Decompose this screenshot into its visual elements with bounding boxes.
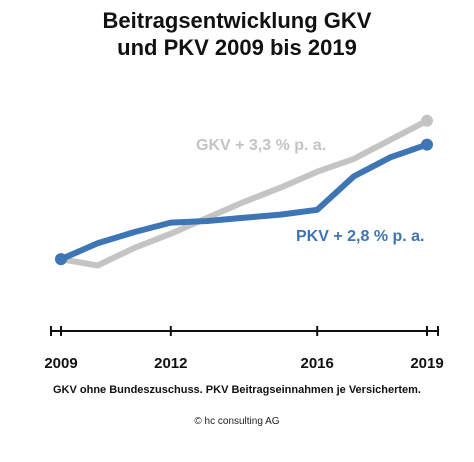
chart-title-line-2: und PKV 2009 bis 2019	[117, 35, 357, 60]
x-tick-label: 2012	[154, 355, 187, 372]
data-point	[55, 253, 67, 266]
series-line-pkv	[58, 141, 430, 263]
series-label-pkv: PKV + 2,8 % p. a.	[296, 228, 425, 245]
series-label-gkv: GKV + 3,3 % p. a.	[196, 137, 326, 154]
x-tick-label: 2009	[44, 355, 77, 372]
x-tick-label: 2016	[301, 355, 334, 372]
copyright-credit: © hc consulting AG	[194, 416, 280, 427]
series-line-gkv	[58, 117, 430, 269]
data-point	[421, 114, 433, 127]
series-lines	[55, 114, 433, 269]
footnote: GKV ohne Bundeszuschuss. PKV Beitragsein…	[52, 384, 421, 396]
x-axis: 2009 2012 2016 2019	[44, 326, 444, 372]
x-tick-label: 2019	[410, 355, 443, 372]
series-labels: GKV + 3,3 % p. a. PKV + 2,8 % p. a.	[196, 137, 425, 245]
data-point	[421, 138, 433, 151]
chart-title-line-1: Beitragsentwicklung GKV	[102, 8, 372, 33]
